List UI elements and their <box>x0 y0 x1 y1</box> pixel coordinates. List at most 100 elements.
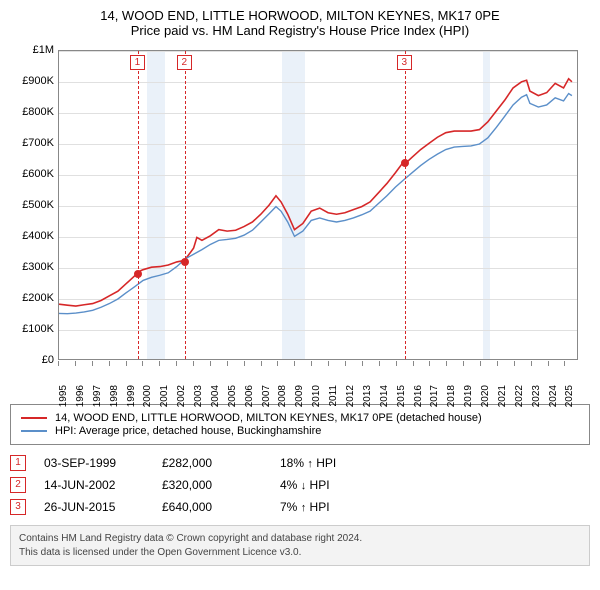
x-axis-label: 2004 <box>210 385 221 407</box>
sale-event-delta: 7% ↑ HPI <box>280 500 380 514</box>
x-axis-label: 2018 <box>446 385 457 407</box>
y-axis-label: £900K <box>10 75 54 87</box>
x-tick <box>193 361 194 366</box>
x-tick <box>514 361 515 366</box>
y-axis-label: £1M <box>10 44 54 56</box>
sale-event-badge: 1 <box>130 55 145 70</box>
x-tick <box>227 361 228 366</box>
sale-event-price: £320,000 <box>162 478 262 492</box>
x-tick <box>210 361 211 366</box>
sale-event-index: 2 <box>10 477 26 493</box>
y-axis-label: £800K <box>10 106 54 118</box>
legend-item-property: 14, WOOD END, LITTLE HORWOOD, MILTON KEY… <box>21 412 579 424</box>
x-axis-label: 1996 <box>75 385 86 407</box>
x-axis-label: 2017 <box>429 385 440 407</box>
x-tick <box>429 361 430 366</box>
x-axis-label: 2012 <box>345 385 356 407</box>
sale-event-index: 3 <box>10 499 26 515</box>
sale-event-badge: 2 <box>177 55 192 70</box>
x-tick <box>126 361 127 366</box>
x-tick <box>159 361 160 366</box>
chart-title: 14, WOOD END, LITTLE HORWOOD, MILTON KEY… <box>10 8 590 38</box>
y-axis-label: £300K <box>10 261 54 273</box>
x-tick <box>396 361 397 366</box>
container: 14, WOOD END, LITTLE HORWOOD, MILTON KEY… <box>0 0 600 576</box>
sale-event-line <box>405 51 406 359</box>
footer-line: This data is licensed under the Open Gov… <box>19 546 581 560</box>
legend-label: 14, WOOD END, LITTLE HORWOOD, MILTON KEY… <box>55 412 482 424</box>
sale-event-line <box>185 51 186 359</box>
sale-event-row: 1 03-SEP-1999 £282,000 18% ↑ HPI <box>10 455 590 471</box>
x-axis-label: 2000 <box>142 385 153 407</box>
legend-item-hpi: HPI: Average price, detached house, Buck… <box>21 425 579 437</box>
y-axis-label: £500K <box>10 199 54 211</box>
sale-event-delta: 4% ↓ HPI <box>280 478 380 492</box>
x-tick <box>480 361 481 366</box>
series-line <box>59 94 572 314</box>
x-axis-label: 2024 <box>548 385 559 407</box>
x-tick <box>261 361 262 366</box>
sale-event-price: £640,000 <box>162 500 262 514</box>
x-axis-label: 2021 <box>497 385 508 407</box>
sale-event-row: 326-JUN-2015£640,0007% ↑ HPI <box>10 499 590 515</box>
line-series-svg <box>59 51 577 359</box>
legend-label: HPI: Average price, detached house, Buck… <box>55 425 321 437</box>
y-axis-label: £0 <box>10 354 54 366</box>
x-tick <box>244 361 245 366</box>
x-axis-label: 2001 <box>159 385 170 407</box>
sale-event-marker <box>401 159 409 167</box>
x-tick <box>176 361 177 366</box>
sale-event-delta: 18% ↑ HPI <box>280 456 380 470</box>
x-axis-label: 2016 <box>413 385 424 407</box>
x-tick <box>277 361 278 366</box>
x-tick <box>379 361 380 366</box>
x-axis-label: 2022 <box>514 385 525 407</box>
x-axis-label: 1999 <box>126 385 137 407</box>
x-axis-label: 1995 <box>58 385 69 407</box>
title-address: 14, WOOD END, LITTLE HORWOOD, MILTON KEY… <box>10 8 590 23</box>
sale-event-index: 1 <box>10 455 26 471</box>
y-axis-label: £600K <box>10 168 54 180</box>
x-tick <box>58 361 59 366</box>
footer-line: Contains HM Land Registry data © Crown c… <box>19 532 581 546</box>
x-tick <box>345 361 346 366</box>
x-tick <box>446 361 447 366</box>
y-axis-label: £700K <box>10 137 54 149</box>
sale-event-marker <box>134 270 142 278</box>
x-axis-label: 2002 <box>176 385 187 407</box>
x-tick <box>413 361 414 366</box>
x-axis-label: 1998 <box>109 385 120 407</box>
x-tick <box>109 361 110 366</box>
legend-swatch <box>21 417 47 419</box>
x-tick <box>75 361 76 366</box>
sale-event-badge: 3 <box>397 55 412 70</box>
x-axis-label: 2015 <box>396 385 407 407</box>
x-tick <box>92 361 93 366</box>
sale-event-price: £282,000 <box>162 456 262 470</box>
sale-events-table: 103-SEP-1999£282,00018% ↑ HPI214-JUN-200… <box>10 455 590 515</box>
x-tick <box>362 361 363 366</box>
x-axis-label: 2006 <box>244 385 255 407</box>
x-axis-label: 2009 <box>294 385 305 407</box>
sale-event-row: 214-JUN-2002£320,0004% ↓ HPI <box>10 477 590 493</box>
x-axis-label: 2008 <box>277 385 288 407</box>
x-tick <box>311 361 312 366</box>
x-axis-label: 2013 <box>362 385 373 407</box>
sale-event-date: 03-SEP-1999 <box>44 456 144 470</box>
x-axis-label: 2003 <box>193 385 204 407</box>
x-axis-label: 1997 <box>92 385 103 407</box>
y-axis-label: £100K <box>10 323 54 335</box>
x-tick <box>142 361 143 366</box>
sale-event-line <box>138 51 139 359</box>
x-tick <box>463 361 464 366</box>
x-axis-label: 2007 <box>261 385 272 407</box>
chart: 123 £0£100K£200K£300K£400K£500K£600K£700… <box>10 42 590 402</box>
attribution-footer: Contains HM Land Registry data © Crown c… <box>10 525 590 566</box>
x-axis-label: 2023 <box>531 385 542 407</box>
x-axis-label: 2020 <box>480 385 491 407</box>
legend-swatch <box>21 430 47 432</box>
x-axis-label: 2019 <box>463 385 474 407</box>
x-tick <box>497 361 498 366</box>
x-axis-label: 2025 <box>564 385 575 407</box>
x-tick <box>564 361 565 366</box>
